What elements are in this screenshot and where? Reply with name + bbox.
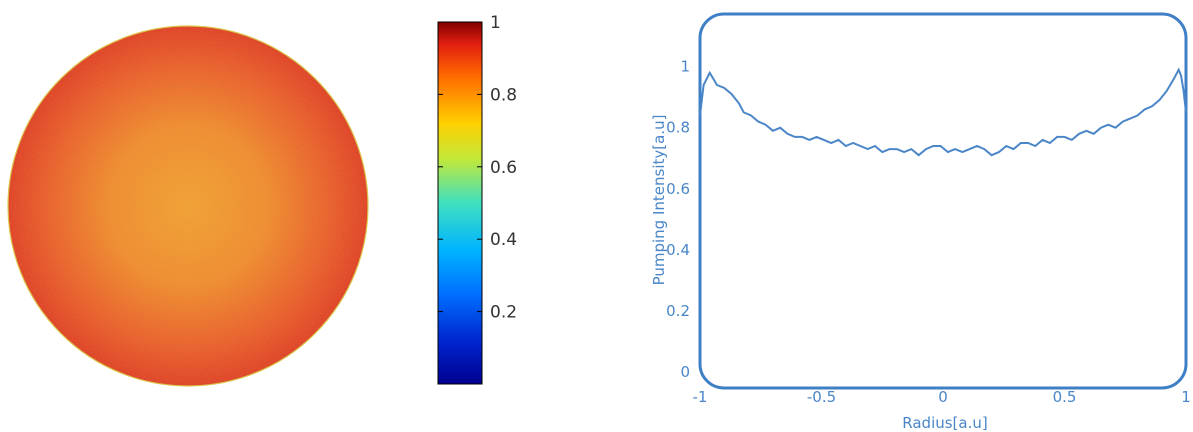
x-tick-label: -1 — [693, 388, 708, 406]
plot-frame — [698, 12, 1188, 390]
colorbar-tick-label: 0.2 — [490, 303, 517, 323]
intensity-disc-texture — [8, 26, 368, 386]
series-line — [699, 67, 1187, 157]
x-tick-label: 1 — [1181, 388, 1191, 406]
x-tick-label: -0.5 — [807, 388, 836, 406]
colorbar-tick-label: 0.6 — [490, 158, 517, 178]
x-tick-label: 0.5 — [1053, 388, 1077, 406]
colorbar-tick-label: 0.4 — [490, 230, 517, 250]
y-tick-label: 0.6 — [666, 180, 690, 198]
intensity-heatmap: 0.2 0.4 0.6 0.8 1 — [7, 13, 517, 387]
y-tick-label: 0.8 — [666, 119, 690, 137]
colorbar-tick-label: 0.8 — [490, 85, 517, 105]
x-axis-label: Radius[a.u] — [902, 414, 987, 432]
x-tick-label: 0 — [938, 388, 948, 406]
colorbar-gradient — [437, 21, 483, 385]
y-axis-label: Pumping Intensity[a.u] — [650, 115, 668, 286]
colorbar: 0.2 0.4 0.6 0.8 1 — [437, 13, 517, 385]
y-tick-label: 1 — [680, 58, 690, 76]
colorbar-tick-label: 1 — [490, 13, 501, 33]
y-tick-label: 0.4 — [666, 241, 690, 259]
y-tick-label: 0.2 — [666, 302, 690, 320]
y-tick-label: 0 — [680, 363, 690, 381]
